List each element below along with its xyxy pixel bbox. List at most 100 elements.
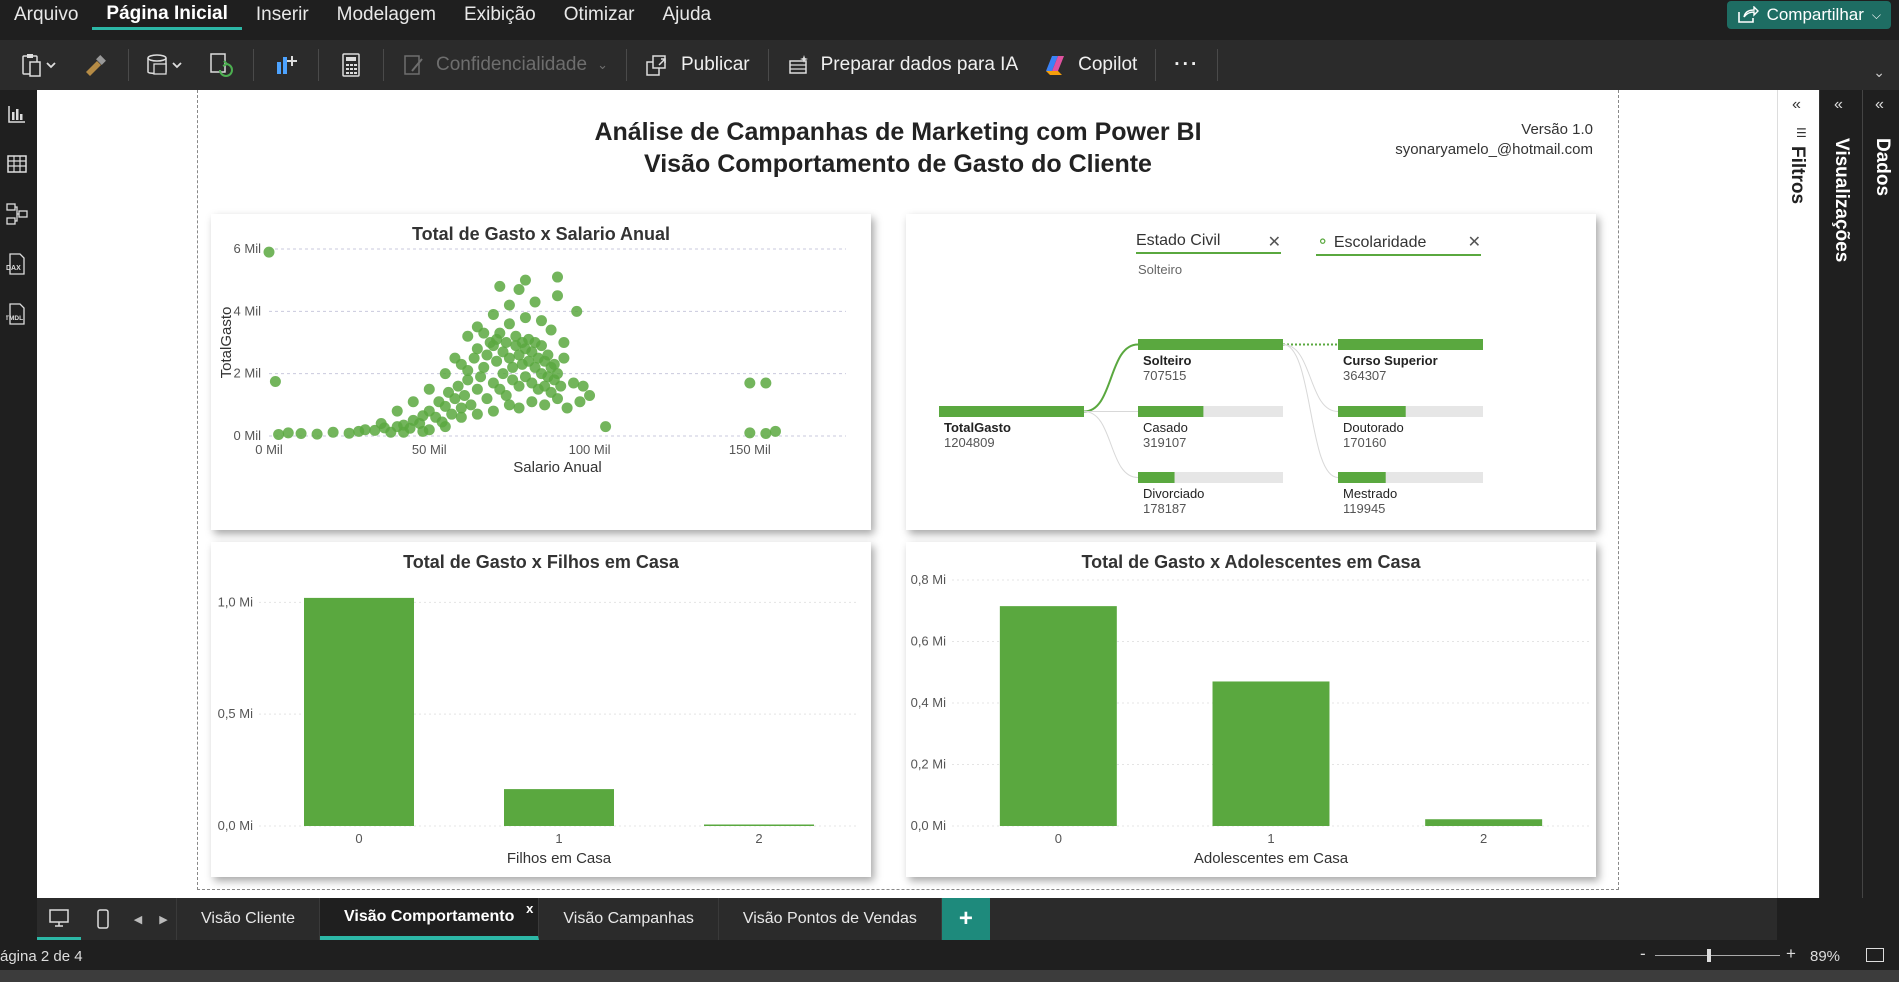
zoom-in-button[interactable]: + [1786, 944, 1796, 963]
scatter-point [391, 405, 403, 417]
level1-header[interactable]: Estado Civil ✕ [1136, 232, 1281, 254]
adolescentes-bar-visual[interactable]: Total de Gasto x Adolescentes em Casa 0,… [906, 542, 1596, 877]
y-tick-label: 6 Mil [234, 241, 262, 256]
scatter-point [584, 389, 596, 401]
menu-inserir[interactable]: Inserir [255, 4, 309, 25]
chevron-down-icon: ⌵ [1871, 7, 1881, 22]
ribbon-separator [383, 49, 384, 81]
ribbon-collapse-icon[interactable]: ⌄ [1873, 64, 1885, 80]
get-data-icon[interactable] [143, 47, 187, 83]
new-visual-icon[interactable] [268, 47, 304, 83]
x-tick-label: 150 Mil [729, 442, 771, 457]
refresh-icon[interactable] [203, 47, 239, 83]
adolescentes-bar-chart: 0,0 Mi 0,2 Mi 0,4 Mi 0,6 Mi 0,8 Mi 0 1 2 Adolesc… [911, 572, 1590, 867]
menu-modelagem[interactable]: Modelagem [336, 4, 436, 25]
share-button[interactable]: Compartilhar ⌵ [1726, 1, 1891, 29]
model-view-icon[interactable] [3, 200, 31, 228]
expand-data-icon[interactable]: « [1875, 96, 1884, 113]
table-view-icon[interactable] [3, 150, 31, 178]
prepare-ai-button[interactable]: Preparar dados para IA [775, 45, 1031, 85]
status-bar: ágina 2 de 4 - + 89% [0, 940, 1899, 970]
tab-visao-campanhas[interactable]: Visão Campanhas [539, 898, 719, 940]
y-tick-label: 0,8 Mi [911, 572, 947, 587]
x-axis-title: Filhos em Casa [507, 850, 612, 867]
level1-bar [1138, 406, 1204, 417]
scatter-point [462, 330, 474, 342]
visualizations-label: Visualizações [1831, 138, 1852, 263]
visualizations-pane[interactable]: « Visualizações [1819, 90, 1862, 900]
report-title: Análise de Campanhas de Marketing com Po… [538, 116, 1258, 180]
menu-exibicao[interactable]: Exibição [463, 4, 536, 25]
y-tick-label: 0,6 Mi [911, 634, 947, 649]
bar [999, 606, 1117, 826]
menu-pagina-inicial[interactable]: Página Inicial [92, 0, 242, 30]
scatter-point [535, 315, 547, 327]
decomposition-tree-visual[interactable]: Estado Civil ✕ Solteiro ⚬ Escolaridade ✕… [906, 214, 1596, 530]
paste-icon[interactable] [18, 47, 62, 83]
scatter-point [494, 280, 506, 292]
scatter-point [744, 377, 756, 389]
close-icon[interactable]: ✕ [1467, 234, 1481, 251]
calculator-icon[interactable] [333, 47, 369, 83]
mobile-layout-icon[interactable] [81, 898, 125, 940]
y-tick-label: 0,2 Mi [911, 757, 947, 772]
expand-visualizations-icon[interactable]: « [1834, 96, 1843, 113]
format-painter-icon[interactable] [78, 47, 114, 83]
confidentiality-button[interactable]: Confidencialidade ⌄ [390, 45, 620, 85]
y-tick-label: 0,5 Mi [218, 706, 254, 721]
scatter-point [574, 396, 586, 408]
scatter-point [552, 393, 563, 405]
level2-label: Mestrado [1343, 486, 1397, 501]
scatter-point [273, 428, 285, 440]
scatter-visual[interactable]: Total de Gasto x Salario Anual 0 Mil 2 Mi… [211, 214, 871, 530]
tab-visao-pontos-de-vendas[interactable]: Visão Pontos de Vendas [719, 898, 942, 940]
menu-ajuda[interactable]: Ajuda [662, 4, 712, 25]
fit-to-page-icon[interactable] [1866, 948, 1884, 962]
scatter-point [760, 428, 772, 440]
x-tick-label: 50 Mil [412, 442, 447, 457]
level1-selected: Solteiro [1138, 262, 1183, 277]
menu-arquivo[interactable]: Arquivo [14, 4, 79, 25]
y-tick-label: 0 Mil [234, 428, 262, 443]
scatter-point [503, 399, 515, 411]
scatter-point [459, 389, 471, 401]
ribbon-separator [128, 49, 129, 81]
scatter-point [327, 426, 339, 438]
level1-bar-track [1138, 406, 1283, 417]
bar [504, 789, 614, 826]
prev-page-icon[interactable]: ◀ [133, 913, 143, 926]
scatter-point [311, 428, 323, 440]
desktop-layout-icon[interactable] [37, 898, 81, 940]
scatter-point [359, 424, 371, 436]
copilot-button[interactable]: Copilot [1030, 45, 1149, 85]
close-tab-icon[interactable]: x [526, 901, 534, 916]
more-options-button[interactable]: ··· [1162, 45, 1211, 85]
version-info: Versão 1.0 syonaryamelo_@hotmail.com [1395, 120, 1593, 160]
close-icon[interactable]: ✕ [1267, 234, 1281, 251]
level2-header[interactable]: ⚬ Escolaridade ✕ [1316, 232, 1481, 256]
menu-otimizar[interactable]: Otimizar [563, 4, 635, 25]
zoom-slider-thumb[interactable] [1707, 949, 1711, 962]
publish-button[interactable]: Publicar [633, 45, 762, 85]
tab-label: Visão Comportamento [343, 908, 515, 925]
zoom-slider[interactable] [1655, 955, 1780, 956]
scatter-chart: 0 Mil 2 Mil 4 Mil 6 Mil 0 Mil 50 Mil 100 Mil 15… [218, 241, 846, 476]
tab-visao-comportamento[interactable]: Visão Comportamento x [319, 898, 540, 940]
dax-query-icon[interactable]: DAX [3, 250, 31, 278]
scatter-point [561, 402, 573, 414]
expand-filters-icon[interactable]: « [1792, 96, 1801, 113]
filhos-bar-visual[interactable]: Total de Gasto x Filhos em Casa 0,0 Mi 0,… [211, 542, 871, 877]
level1-label: Solteiro [1143, 353, 1191, 368]
report-view-icon[interactable] [3, 100, 31, 128]
bar [1212, 681, 1330, 826]
copilot-label: Copilot [1078, 54, 1138, 75]
taskbar-strip [0, 970, 1899, 982]
tab-visao-cliente[interactable]: Visão Cliente [177, 898, 320, 940]
next-page-icon[interactable]: ▶ [151, 898, 177, 940]
data-pane[interactable]: « Dados [1862, 90, 1899, 900]
bar [304, 597, 414, 826]
filters-pane[interactable]: « ☰ Filtros [1777, 90, 1819, 900]
add-page-button[interactable]: + [941, 898, 990, 940]
tmdl-view-icon[interactable]: TMDL [3, 300, 31, 328]
zoom-out-button[interactable]: - [1640, 944, 1646, 963]
